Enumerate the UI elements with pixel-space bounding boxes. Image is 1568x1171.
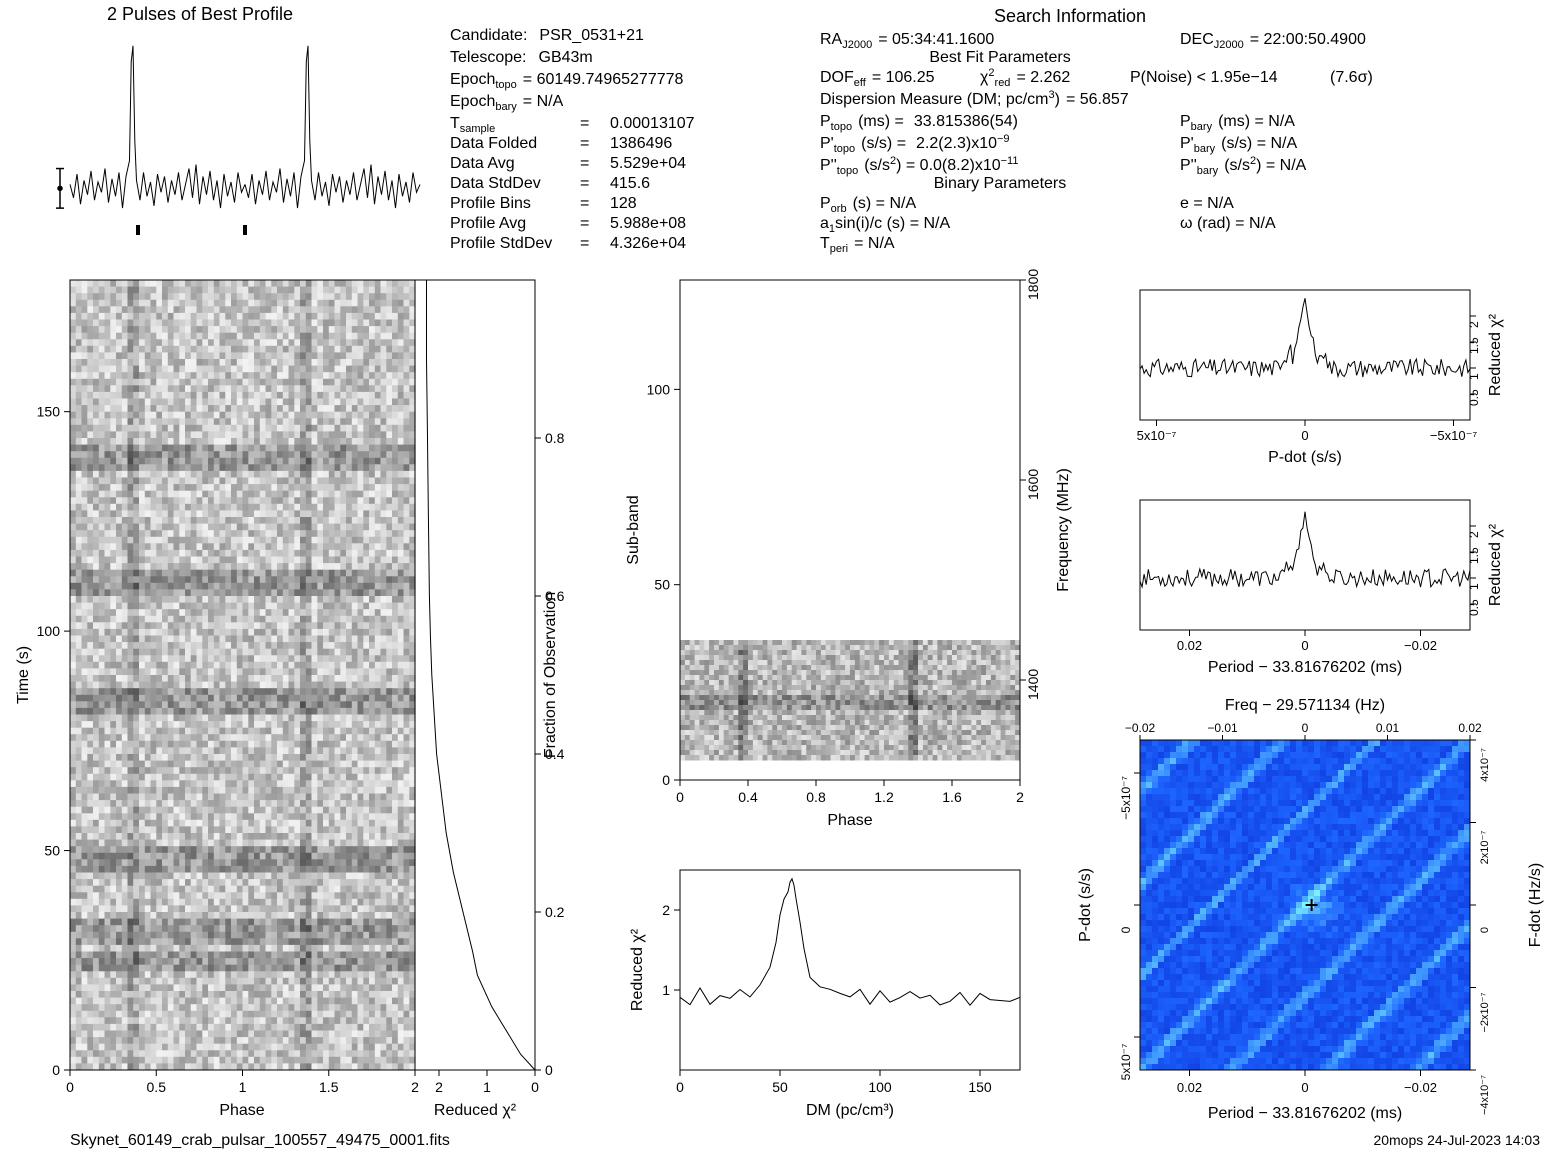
svg-text:DECJ2000= 22:00:50.4900: DECJ2000= 22:00:50.4900: [1180, 31, 1366, 51]
svg-text:a1sin(i)/c (s) = N/A: a1sin(i)/c (s) = N/A: [820, 215, 950, 235]
svg-text:1386496: 1386496: [610, 135, 672, 152]
svg-text:4.326e+04: 4.326e+04: [610, 235, 686, 252]
footer-filename: Skynet_60149_crab_pulsar_100557_49475_00…: [70, 1132, 450, 1149]
svg-text:=: =: [580, 175, 589, 192]
svg-text:P(Noise) < 1.95e−14: P(Noise) < 1.95e−14: [1130, 69, 1278, 86]
svg-text:Data StdDev: Data StdDev: [450, 175, 541, 192]
svg-text:P'bary(s/s) = N/A: P'bary(s/s) = N/A: [1180, 135, 1297, 155]
svg-text:=: =: [580, 195, 589, 212]
chi2-time-plot: 012 00.20.40.60.8 Reduced χ² Fraction of…: [415, 280, 565, 1119]
pdot-ylabel: Reduced χ²: [1487, 313, 1504, 396]
search-title: Search Information: [994, 6, 1146, 26]
svg-text:Porb(s) = N/A: Porb(s) = N/A: [820, 195, 916, 215]
heatmap-ylabel: P-dot (s/s): [1077, 868, 1094, 942]
period-ylabel: Reduced χ²: [1487, 523, 1504, 606]
svg-text:128: 128: [610, 195, 637, 212]
svg-text:P''bary(s/s2) = N/A: P''bary(s/s2) = N/A: [1180, 155, 1307, 177]
svg-text:RAJ2000= 05:34:41.1600: RAJ2000= 05:34:41.1600: [820, 31, 994, 51]
svg-text:=: =: [580, 215, 589, 232]
footer-stamp: 20mops 24-Jul-2023 14:03: [1373, 1132, 1540, 1148]
bestfit-title: Best Fit Parameters: [929, 49, 1070, 66]
time-phase-ylabel: Time (s): [15, 646, 32, 704]
svg-text:Ptopo(ms) =33.815386(54): Ptopo(ms) =33.815386(54): [820, 113, 1018, 133]
svg-text:Pbary(ms) = N/A: Pbary(ms) = N/A: [1180, 113, 1295, 133]
svg-text:=: =: [580, 135, 589, 152]
chi2-time-xlabel: Reduced χ²: [434, 1102, 517, 1119]
subband-ylabel: Sub-band: [625, 495, 642, 564]
profile-title: 2 Pulses of Best Profile: [107, 4, 293, 24]
profile-plot: 2 Pulses of Best Profile: [56, 4, 420, 235]
svg-text:=: =: [580, 115, 589, 132]
svg-text:Tsample: Tsample: [450, 115, 495, 135]
chi2-time-ylabel: Fraction of Observation: [542, 592, 559, 758]
subband-plot: 00.40.81.21.62 050100 140016001800 Phase…: [625, 269, 1072, 829]
svg-text:(7.6σ): (7.6σ): [1330, 69, 1373, 86]
svg-text:Data Folded: Data Folded: [450, 135, 537, 152]
svg-text:0.00013107: 0.00013107: [610, 115, 695, 132]
subband-xlabel: Phase: [827, 812, 872, 829]
svg-text:Data Avg: Data Avg: [450, 155, 515, 172]
freq-pdot-heatmap: Freq − 29.571134 (Hz) −0.02−0.0100.010.0…: [1077, 697, 1544, 1122]
svg-text:Profile StdDev: Profile StdDev: [450, 235, 552, 252]
svg-text:Tperi= N/A: Tperi= N/A: [820, 235, 895, 255]
svg-text:5.988e+08: 5.988e+08: [610, 215, 686, 232]
svg-text:5.529e+04: 5.529e+04: [610, 155, 686, 172]
svg-text:Telescope:GB43m: Telescope:GB43m: [450, 49, 593, 66]
heatmap-title: Freq − 29.571134 (Hz): [1225, 697, 1385, 714]
search-info: Search Information RAJ2000= 05:34:41.160…: [820, 6, 1373, 255]
svg-text:=: =: [580, 155, 589, 172]
time-phase-plot: 050100150 Time (s) 00.511.52 Phase: [15, 280, 419, 1119]
svg-text:Profile Bins: Profile Bins: [450, 195, 531, 212]
dm-xlabel: DM (pc/cm³): [806, 1102, 894, 1119]
svg-text:=: =: [580, 235, 589, 252]
period-plot: 0.020−0.02 0.511.52 Period − 33.81676202…: [1140, 500, 1504, 676]
subband-ylabel2: Frequency (MHz): [1055, 468, 1072, 592]
svg-text:Profile Avg: Profile Avg: [450, 215, 526, 232]
svg-text:e = N/A: e = N/A: [1180, 195, 1234, 212]
svg-text:P'topo(s/s) =2.2(2.3)x10−9: P'topo(s/s) =2.2(2.3)x10−9: [820, 133, 1010, 155]
heatmap-xlabel: Period − 33.81676202 (ms): [1208, 1105, 1402, 1122]
svg-text:ω (rad) = N/A: ω (rad) = N/A: [1180, 215, 1276, 232]
dm-plot: 050100150 12 DM (pc/cm³) Reduced χ²: [629, 870, 1020, 1119]
pdot-plot: 5x10⁻⁷0−5x10⁻⁷ 0.511.52 P-dot (s/s) Redu…: [1137, 290, 1504, 466]
svg-text:415.6: 415.6: [610, 175, 650, 192]
svg-text:Epochtopo= 60149.74965277778: Epochtopo= 60149.74965277778: [450, 71, 684, 91]
time-phase-xlabel: Phase: [219, 1102, 264, 1119]
svg-text:P''topo(s/s2) = 0.0(8.2)x10−11: P''topo(s/s2) = 0.0(8.2)x10−11: [820, 155, 1018, 177]
binary-title: Binary Parameters: [934, 175, 1067, 192]
svg-text:Candidate:PSR_0531+21: Candidate:PSR_0531+21: [450, 27, 644, 44]
pdot-xlabel: P-dot (s/s): [1268, 449, 1342, 466]
svg-text:Epochbary= N/A: Epochbary= N/A: [450, 93, 564, 113]
period-xlabel: Period − 33.81676202 (ms): [1208, 659, 1402, 676]
dm-ylabel: Reduced χ²: [629, 928, 646, 1011]
candidate-info: Candidate:PSR_0531+21 Telescope:GB43m Ep…: [450, 27, 695, 252]
svg-text:Dispersion Measure (DM; pc/cm3: Dispersion Measure (DM; pc/cm3)= 56.857: [820, 89, 1129, 108]
svg-text:DOFeff= 106.25: DOFeff= 106.25: [820, 69, 935, 89]
heatmap-ylabel2: F-dot (Hz/s): [1527, 863, 1544, 947]
svg-text:χ2red= 2.262: χ2red= 2.262: [980, 67, 1070, 89]
